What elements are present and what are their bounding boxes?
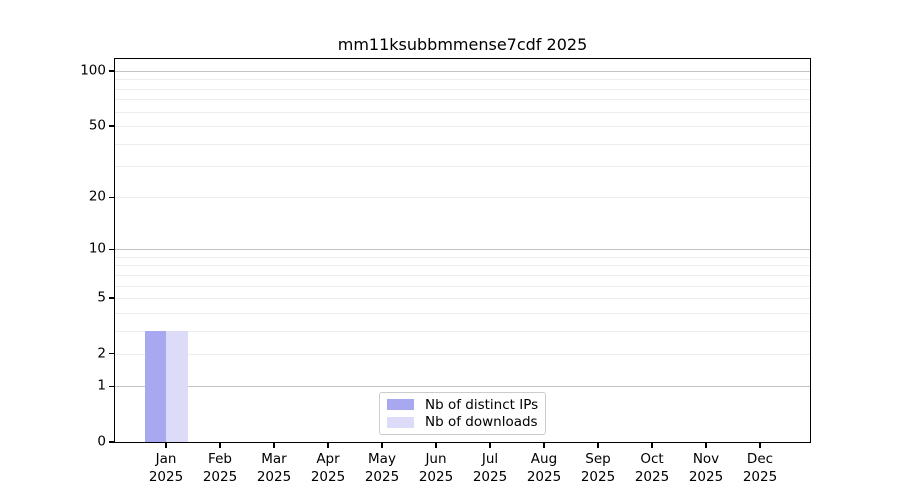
y-tick-label-10: 10 bbox=[88, 240, 106, 257]
y-tick-label-0: 0 bbox=[97, 433, 106, 450]
x-tick-label-year: 2025 bbox=[688, 468, 724, 485]
x-tick-label-month: May bbox=[368, 451, 396, 467]
y-tick-label-20: 20 bbox=[88, 188, 106, 205]
x-tick-label-month: Feb bbox=[208, 451, 232, 467]
y-tick-mark-20 bbox=[109, 196, 114, 198]
bar-jan-distinct-ips bbox=[144, 330, 166, 442]
gridline-minor-4 bbox=[115, 312, 810, 314]
x-tick-label-year: 2025 bbox=[634, 468, 670, 485]
x-tick-label-month: Mar bbox=[261, 451, 287, 467]
x-tick-label-month: Dec bbox=[746, 451, 774, 467]
y-tick-label-100: 100 bbox=[80, 62, 106, 79]
x-tick-label-month: Aug bbox=[530, 451, 558, 467]
gridline-minor-40 bbox=[115, 143, 810, 145]
x-tick-label-year: 2025 bbox=[742, 468, 778, 485]
gridline-minor-20 bbox=[115, 197, 810, 199]
x-tick-label-month: Nov bbox=[692, 451, 720, 467]
gridline-minor-2 bbox=[115, 353, 810, 355]
x-tick-label-dec: Dec 2025 bbox=[743, 451, 777, 486]
x-tick-label-year: 2025 bbox=[364, 468, 400, 485]
x-tick-label-year: 2025 bbox=[202, 468, 238, 485]
legend-swatch-distinct-ips bbox=[387, 399, 414, 411]
x-tick-mark-may bbox=[381, 443, 383, 448]
x-tick-label-year: 2025 bbox=[418, 468, 454, 485]
gridline-minor-7 bbox=[115, 274, 810, 276]
x-tick-label-jul: Jul 2025 bbox=[473, 451, 507, 486]
x-tick-label-jun: Jun 2025 bbox=[419, 451, 453, 486]
x-tick-label-year: 2025 bbox=[310, 468, 346, 485]
x-tick-label-month: Jan bbox=[155, 451, 177, 467]
x-tick-label-month: Jul bbox=[481, 451, 499, 467]
chart-title: mm11ksubbmmense7cdf 2025 bbox=[337, 35, 588, 54]
y-tick-mark-100 bbox=[109, 70, 114, 72]
x-tick-label-year: 2025 bbox=[256, 468, 292, 485]
x-tick-label-month: Sep bbox=[585, 451, 611, 467]
y-tick-label-1: 1 bbox=[97, 377, 106, 394]
x-tick-mark-aug bbox=[543, 443, 545, 448]
legend-item-downloads: Nb of downloads bbox=[387, 414, 538, 430]
x-tick-label-jan: Jan 2025 bbox=[149, 451, 183, 486]
gridline-minor-90 bbox=[115, 79, 810, 81]
y-tick-mark-50 bbox=[109, 125, 114, 127]
x-tick-mark-jun bbox=[435, 443, 437, 448]
x-tick-label-month: Oct bbox=[640, 451, 664, 467]
y-tick-mark-2 bbox=[109, 352, 114, 355]
gridline-minor-8 bbox=[115, 265, 810, 267]
x-tick-label-year: 2025 bbox=[580, 468, 616, 485]
legend-swatch-downloads bbox=[387, 416, 414, 428]
legend-item-distinct-ips: Nb of distinct IPs bbox=[387, 397, 538, 413]
y-tick-label-50: 50 bbox=[88, 117, 106, 134]
x-tick-label-year: 2025 bbox=[148, 468, 184, 485]
gridline-major-10 bbox=[115, 249, 810, 251]
x-tick-mark-nov bbox=[705, 443, 707, 448]
x-tick-label-sep: Sep 2025 bbox=[581, 451, 615, 486]
legend-label-downloads: Nb of downloads bbox=[425, 414, 538, 431]
y-tick-mark-1 bbox=[109, 385, 114, 387]
x-tick-mark-jul bbox=[489, 443, 491, 448]
x-tick-label-oct: Oct 2025 bbox=[635, 451, 669, 486]
y-tick-mark-5 bbox=[109, 297, 114, 299]
gridline-minor-3 bbox=[115, 330, 810, 332]
gridline-major-1 bbox=[115, 386, 810, 388]
x-tick-mark-mar bbox=[273, 443, 275, 448]
x-tick-label-may: May 2025 bbox=[365, 451, 399, 486]
gridline-major-100 bbox=[115, 71, 810, 72]
gridline-minor-9 bbox=[115, 256, 810, 258]
y-tick-mark-10 bbox=[109, 248, 114, 250]
bar-jan-downloads bbox=[166, 330, 188, 442]
plot-area: Nb of distinct IPs Nb of downloads bbox=[114, 58, 811, 443]
x-tick-mark-sep bbox=[597, 443, 599, 448]
x-tick-mark-feb bbox=[219, 443, 221, 448]
x-tick-label-nov: Nov 2025 bbox=[689, 451, 723, 486]
x-tick-label-mar: Mar 2025 bbox=[257, 451, 291, 486]
x-tick-label-month: Apr bbox=[316, 451, 340, 467]
gridline-minor-6 bbox=[115, 285, 810, 287]
x-tick-mark-dec bbox=[759, 443, 761, 448]
gridline-minor-5 bbox=[115, 298, 810, 299]
legend-label-distinct-ips: Nb of distinct IPs bbox=[425, 396, 539, 413]
gridline-minor-50 bbox=[115, 125, 810, 127]
y-tick-label-5: 5 bbox=[97, 289, 106, 306]
x-tick-label-apr: Apr 2025 bbox=[311, 451, 345, 486]
gridline-minor-70 bbox=[115, 99, 810, 101]
x-tick-label-aug: Aug 2025 bbox=[527, 451, 561, 486]
x-tick-label-year: 2025 bbox=[526, 468, 562, 485]
y-tick-mark-0 bbox=[109, 441, 114, 443]
legend: Nb of distinct IPs Nb of downloads bbox=[379, 392, 546, 435]
gridline-minor-60 bbox=[115, 111, 810, 113]
gridline-minor-30 bbox=[115, 165, 810, 167]
x-tick-label-year: 2025 bbox=[472, 468, 508, 485]
y-tick-label-2: 2 bbox=[97, 344, 106, 361]
x-tick-mark-oct bbox=[651, 443, 653, 448]
x-tick-mark-apr bbox=[327, 443, 329, 448]
gridline-minor-80 bbox=[115, 88, 810, 90]
x-tick-label-feb: Feb 2025 bbox=[203, 451, 237, 486]
x-tick-mark-jan bbox=[165, 443, 167, 448]
x-tick-label-month: Jun bbox=[425, 451, 447, 467]
